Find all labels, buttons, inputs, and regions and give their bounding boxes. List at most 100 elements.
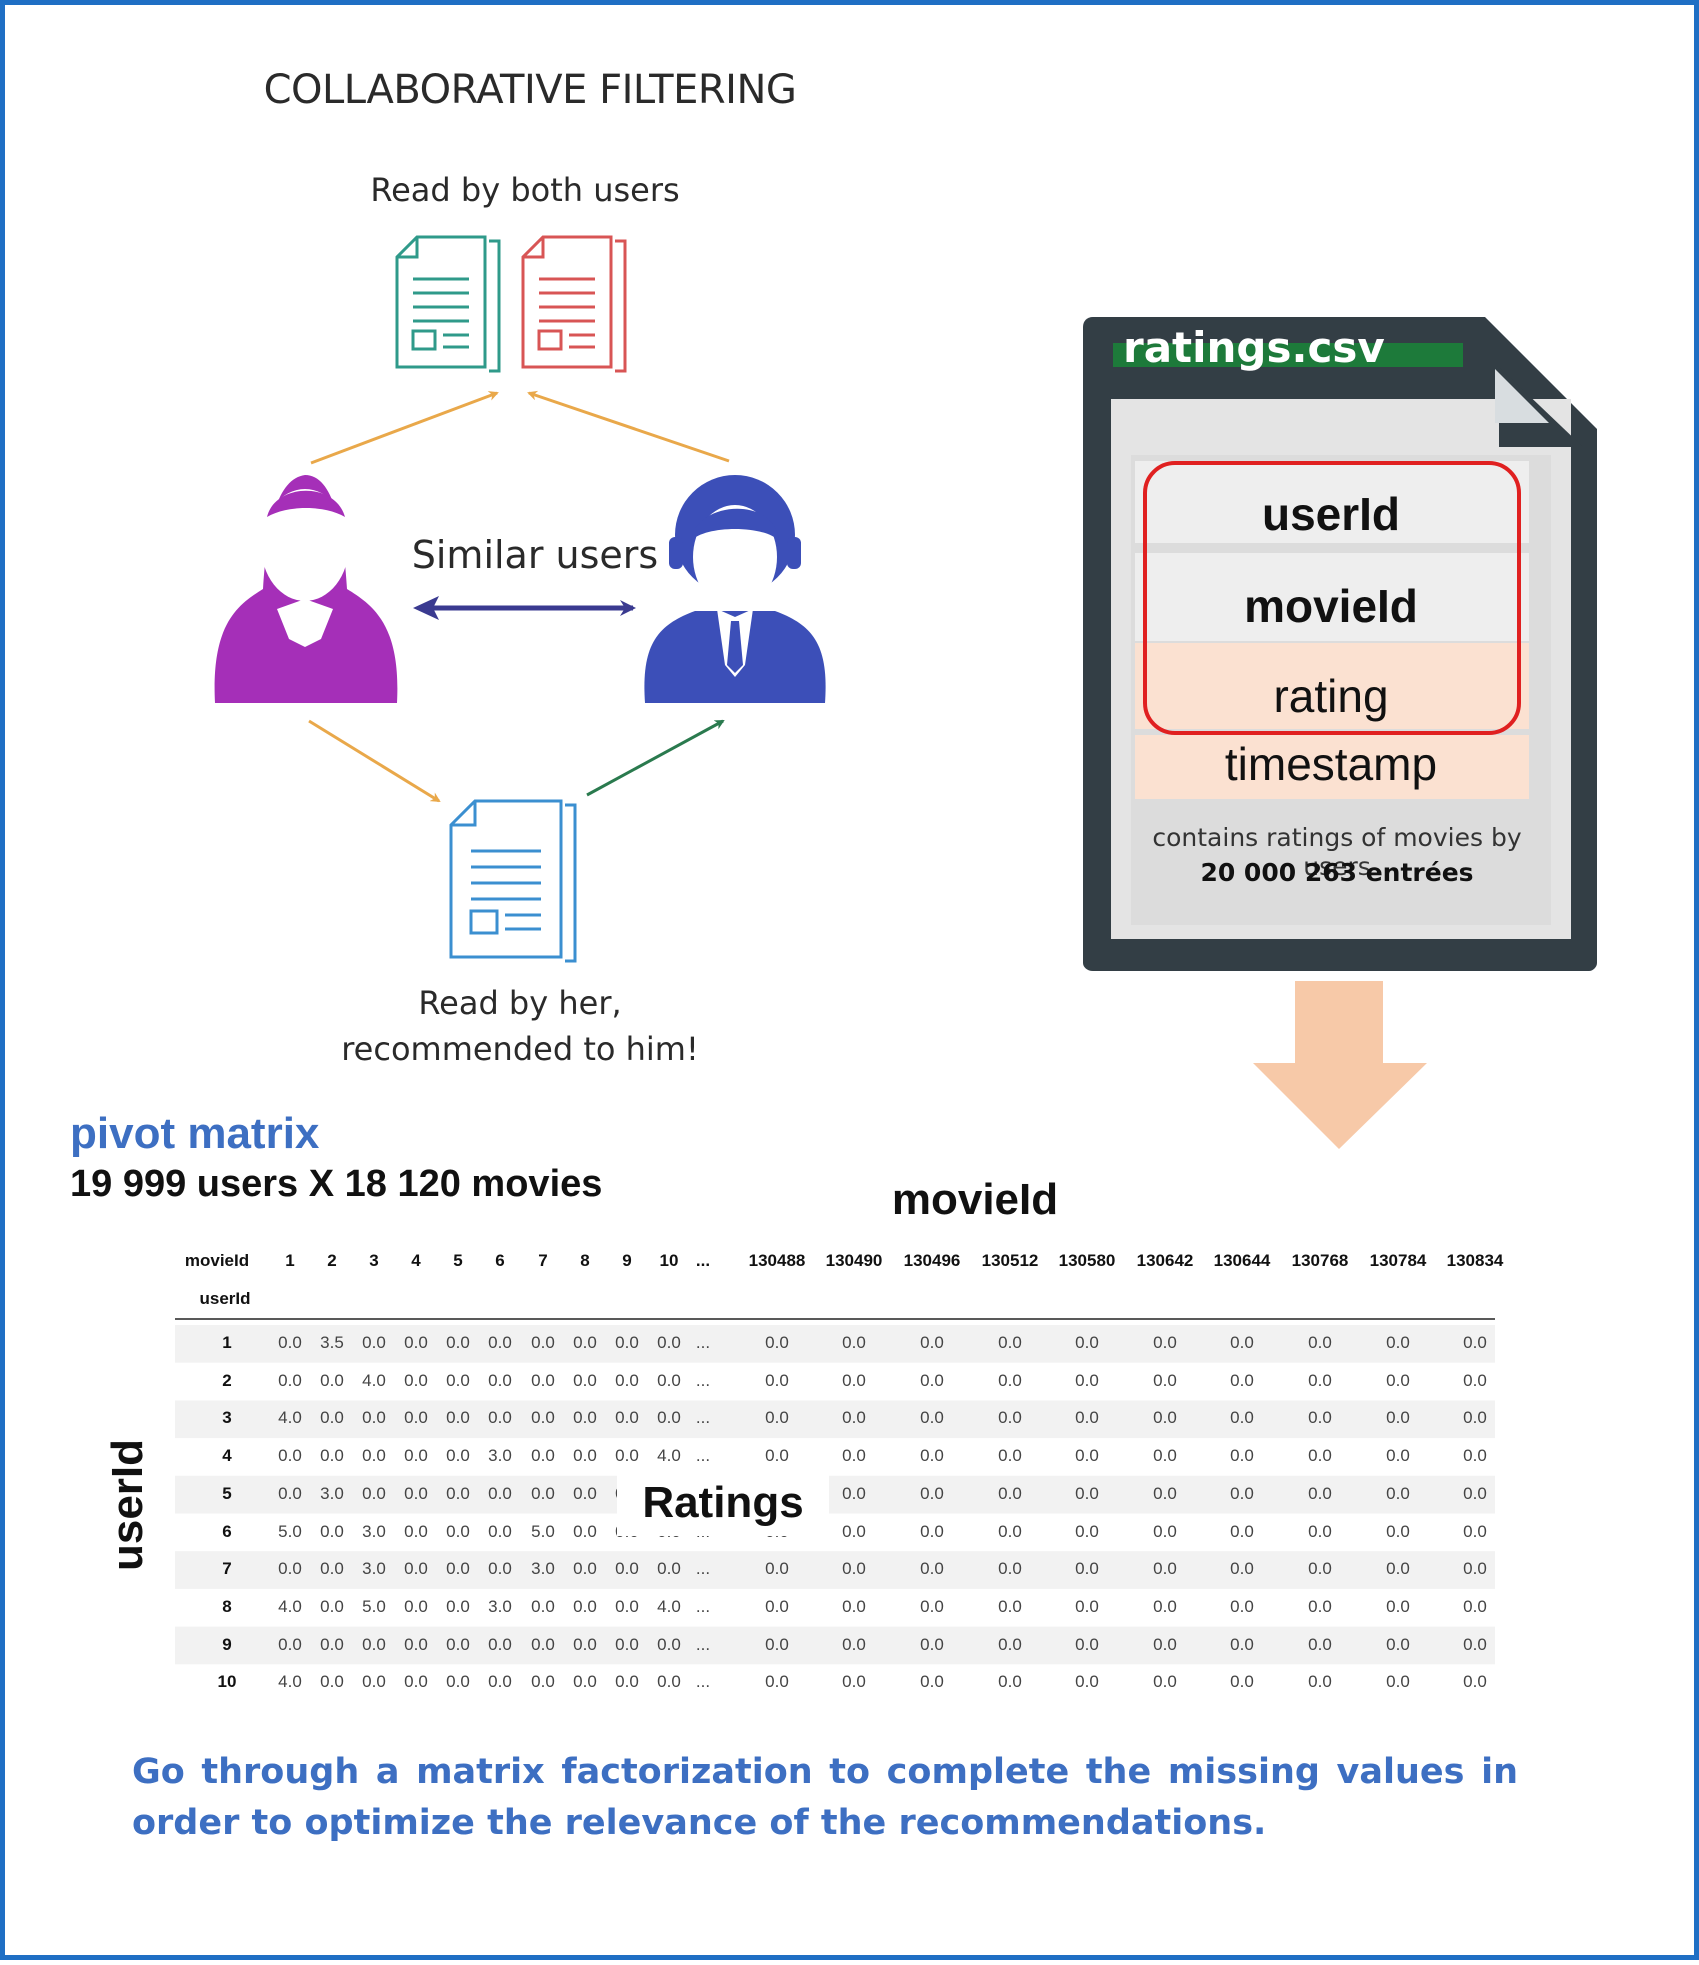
- matrix-cell: 0.0: [1386, 1596, 1410, 1616]
- matrix-column-header: 130784: [1369, 1251, 1427, 1270]
- file-name: ratings.csv: [1123, 323, 1385, 372]
- matrix-cell: 0.0: [765, 1408, 789, 1428]
- matrix-column-header: 6: [495, 1251, 505, 1270]
- matrix-index-label: userId: [199, 1289, 251, 1308]
- matrix-cell: ...: [695, 1672, 711, 1692]
- matrix-cell: 0.0: [320, 1408, 344, 1428]
- matrix-column-header: 130580: [1058, 1251, 1116, 1270]
- matrix-cell: 4.0: [278, 1596, 302, 1616]
- matrix-cell: 0.0: [573, 1672, 597, 1692]
- matrix-cell: 0.0: [765, 1333, 789, 1352]
- matrix-cell: 0.0: [573, 1446, 597, 1466]
- matrix-cell: 0.0: [1386, 1521, 1410, 1541]
- matrix-cell: 0.0: [362, 1634, 386, 1654]
- matrix-cell: 0.0: [320, 1559, 344, 1579]
- matrix-cell: 0.0: [657, 1672, 681, 1692]
- matrix-row-stripes: [175, 1325, 1495, 1665]
- matrix-column-header: 3: [369, 1251, 379, 1270]
- matrix-cell: 0.0: [278, 1634, 302, 1654]
- label-read-by-both: Read by both users: [370, 171, 680, 209]
- matrix-cell: 0.0: [842, 1370, 866, 1390]
- matrix-cell: 0.0: [573, 1596, 597, 1616]
- matrix-cell: 0.0: [615, 1596, 639, 1616]
- matrix-cell: 0.0: [488, 1408, 512, 1428]
- matrix-cell: 0.0: [1075, 1446, 1099, 1466]
- matrix-cell: 0.0: [1308, 1370, 1332, 1390]
- matrix-cell: 0.0: [1075, 1596, 1099, 1616]
- matrix-cell: 4.0: [362, 1370, 386, 1390]
- matrix-cell: 0.0: [1463, 1370, 1487, 1390]
- matrix-cell: 0.0: [615, 1672, 639, 1692]
- matrix-cell: 0.0: [362, 1333, 386, 1352]
- matrix-cell: 0.0: [362, 1408, 386, 1428]
- matrix-cell: 0.0: [920, 1559, 944, 1579]
- matrix-cell: 0.0: [404, 1596, 428, 1616]
- matrix-cell: 0.0: [765, 1559, 789, 1579]
- man-user-icon: [644, 475, 826, 703]
- matrix-cell: 0.0: [765, 1672, 789, 1692]
- row-axis-label: userId: [103, 1438, 152, 1572]
- matrix-cell: 0.0: [920, 1672, 944, 1692]
- matrix-cell: 0.0: [1153, 1634, 1177, 1654]
- matrix-column-header: 4: [411, 1251, 421, 1270]
- matrix-cell: 0.0: [998, 1521, 1022, 1541]
- matrix-cell: 0.0: [446, 1521, 470, 1541]
- matrix-row-stripe: [175, 1475, 1495, 1514]
- matrix-cell: 0.0: [320, 1446, 344, 1466]
- matrix-cell: 3.0: [488, 1596, 512, 1616]
- matrix-cell: 0.0: [765, 1596, 789, 1616]
- matrix-cell: 0.0: [404, 1521, 428, 1541]
- matrix-column-header: 130644: [1213, 1251, 1271, 1270]
- matrix-row-stripe: [175, 1551, 1495, 1589]
- matrix-cell: 0.0: [1230, 1672, 1254, 1692]
- woman-user-icon: [214, 475, 398, 703]
- arrow-woman-to-bottom-doc: [308, 719, 441, 803]
- matrix-cell: 0.0: [446, 1333, 470, 1352]
- matrix-cell: 0.0: [1463, 1596, 1487, 1616]
- matrix-cell: ...: [695, 1559, 711, 1579]
- matrix-column-header: 130490: [825, 1251, 883, 1270]
- matrix-cell: 0.0: [446, 1559, 470, 1579]
- matrix-cell: 0.0: [1153, 1408, 1177, 1428]
- matrix-cell: ...: [695, 1333, 711, 1352]
- down-arrow-icon: [1253, 981, 1427, 1149]
- matrix-cell: 0.0: [765, 1370, 789, 1390]
- matrix-cell: 0.0: [1386, 1370, 1410, 1390]
- matrix-cell: 0.0: [488, 1333, 512, 1352]
- matrix-cell: 0.0: [1230, 1333, 1254, 1352]
- matrix-cell: ...: [695, 1446, 711, 1466]
- matrix-cell: 0.0: [573, 1559, 597, 1579]
- matrix-cell: 3.5: [320, 1333, 344, 1352]
- matrix-cell: 0.0: [404, 1370, 428, 1390]
- matrix-cell: 4.0: [657, 1446, 681, 1466]
- matrix-cell: 0.0: [1153, 1333, 1177, 1352]
- matrix-cell: 3.0: [320, 1483, 344, 1503]
- matrix-cell: 0.0: [446, 1446, 470, 1466]
- matrix-column-header: 10: [659, 1251, 679, 1270]
- matrix-row-id: 10: [217, 1672, 237, 1692]
- matrix-cell: 0.0: [1308, 1483, 1332, 1503]
- matrix-cell: 0.0: [1153, 1446, 1177, 1466]
- matrix-cell: 0.0: [573, 1521, 597, 1541]
- diagram-graphics: [175, 235, 1597, 1665]
- label-read-by-her-line2: recommended to him!: [341, 1030, 699, 1068]
- arrow-bottom-doc-to-man: [586, 719, 725, 797]
- matrix-cell: 0.0: [615, 1333, 639, 1352]
- field-movieid: movieId: [1244, 580, 1418, 632]
- matrix-cell: 0.0: [1230, 1408, 1254, 1428]
- matrix-cell: 0.0: [1075, 1333, 1099, 1352]
- matrix-cell: 0.0: [278, 1446, 302, 1466]
- ratings-overlay-label: Ratings: [617, 1470, 829, 1536]
- matrix-cell: 0.0: [1386, 1672, 1410, 1692]
- matrix-cell: 0.0: [1153, 1559, 1177, 1579]
- matrix-cell: 0.0: [920, 1408, 944, 1428]
- matrix-cell: 0.0: [404, 1559, 428, 1579]
- matrix-column-header: 130768: [1291, 1251, 1349, 1270]
- matrix-cell: 0.0: [362, 1483, 386, 1503]
- matrix-cell: ...: [695, 1408, 711, 1428]
- arrow-similar-users-left-head: [413, 596, 439, 620]
- matrix-cell: 0.0: [278, 1559, 302, 1579]
- matrix-column-header: 5: [453, 1251, 463, 1270]
- matrix-cell: 0.0: [920, 1370, 944, 1390]
